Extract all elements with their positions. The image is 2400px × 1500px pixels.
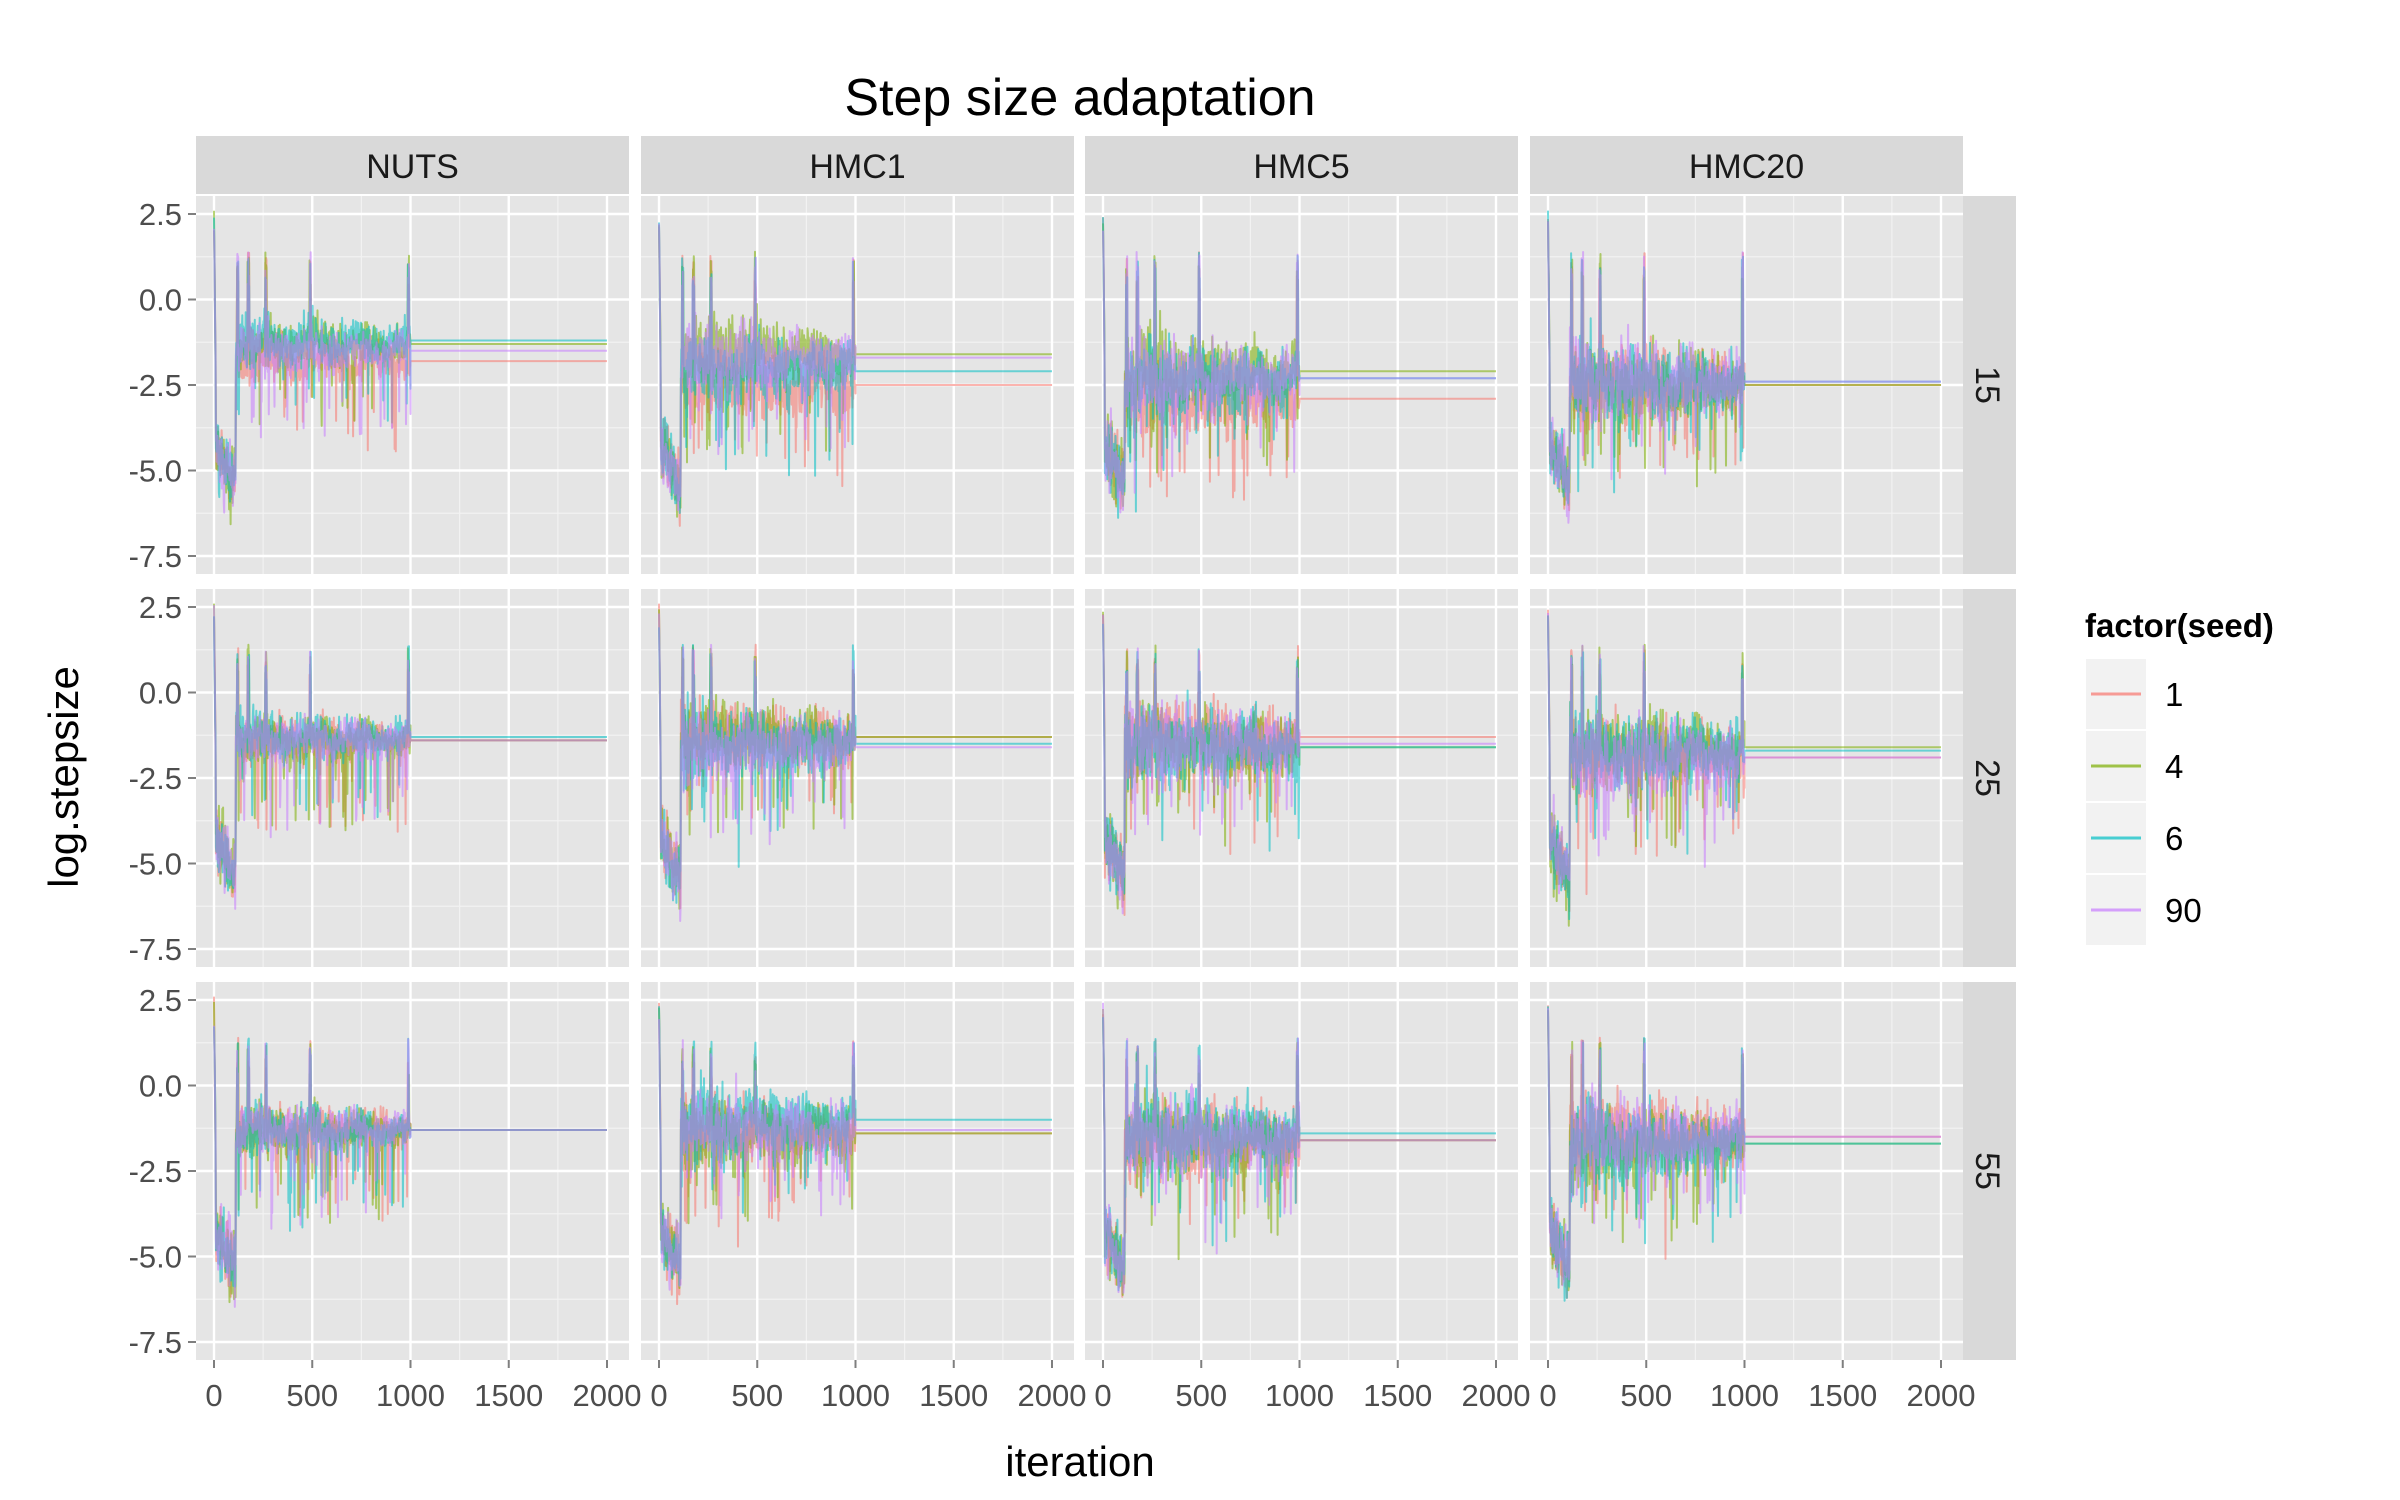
- strip-label-nuts: NUTS: [366, 148, 459, 186]
- panel-25-hmc1: [641, 589, 1074, 967]
- panel-55-hmc1: [641, 982, 1074, 1360]
- x-tick-label: 1000: [1265, 1378, 1334, 1413]
- legend-label-6: 6: [2165, 820, 2183, 857]
- y-tick-label: 0.0: [139, 1069, 182, 1104]
- panel-15-hmc5: [1085, 196, 1518, 574]
- panel-55-nuts: [196, 982, 629, 1360]
- x-tick-label: 500: [1175, 1378, 1227, 1413]
- series-line-seed-90: [1102, 614, 1496, 915]
- series-line-seed-6: [213, 616, 607, 892]
- y-tick-label: -7.5: [129, 539, 182, 574]
- x-tick-label: 1000: [821, 1378, 890, 1413]
- strip-row-label-55: 55: [1968, 1152, 2006, 1190]
- y-tick-label: -7.5: [129, 932, 182, 967]
- x-tick-label: 0: [650, 1378, 667, 1413]
- x-tick-label: 1500: [474, 1378, 543, 1413]
- series-line-seed-90: [658, 613, 1052, 922]
- x-tick-label: 500: [286, 1378, 338, 1413]
- strip-label-hmc1: HMC1: [809, 148, 905, 186]
- strip-label-hmc20: HMC20: [1689, 148, 1804, 186]
- series-line-seed-90: [213, 1025, 607, 1308]
- strip-hmc5: [1085, 136, 1518, 194]
- x-axis-title: iteration: [1005, 1438, 1154, 1485]
- y-axis-title: log.stepsize: [40, 666, 87, 888]
- panel-55-hmc20: [1530, 982, 1963, 1360]
- x-tick-label: 500: [731, 1378, 783, 1413]
- x-tick-label: 2000: [1018, 1378, 1087, 1413]
- x-tick-label: 2000: [573, 1378, 642, 1413]
- x-tick-label: 2000: [1462, 1378, 1531, 1413]
- strip-hmc20: [1530, 136, 1963, 194]
- x-tick-label: 1500: [919, 1378, 988, 1413]
- y-tick-label: -2.5: [129, 761, 182, 796]
- legend-label-1: 1: [2165, 676, 2183, 713]
- x-tick-label: 1500: [1808, 1378, 1877, 1413]
- y-tick-label: 2.5: [139, 197, 182, 232]
- series-line-seed-90: [1547, 221, 1941, 524]
- series-line-seed-90: [213, 605, 607, 910]
- strip-label-hmc5: HMC5: [1253, 148, 1349, 186]
- series-line-seed-90: [1547, 1008, 1941, 1287]
- legend-title: factor(seed): [2085, 607, 2274, 644]
- strip-hmc1: [641, 136, 1074, 194]
- facet-panels: NUTS HMC1 HMC5 HMC20 15 25 55: [196, 136, 2016, 1360]
- series-line-seed-90: [1102, 230, 1496, 514]
- y-tick-label: -5.0: [129, 454, 182, 489]
- panel-25-hmc20: [1530, 589, 1963, 967]
- y-tick-label: 0.0: [139, 676, 182, 711]
- panel-25-hmc5: [1085, 589, 1518, 967]
- strip-row-label-25: 25: [1968, 759, 2006, 797]
- strip-row-15: [1960, 196, 2016, 574]
- y-tick-label: -7.5: [129, 1325, 182, 1360]
- x-tick-label: 0: [1094, 1378, 1111, 1413]
- y-tick-label: -2.5: [129, 368, 182, 403]
- series-line-seed-90: [658, 223, 1052, 512]
- panel-15-hmc1: [641, 196, 1074, 574]
- panel-15-nuts: [196, 196, 629, 574]
- x-tick-label: 2000: [1907, 1378, 1976, 1413]
- legend-label-90: 90: [2165, 892, 2202, 929]
- x-tick-label: 1000: [376, 1378, 445, 1413]
- y-tick-label: 0.0: [139, 283, 182, 318]
- x-tick-label: 0: [205, 1378, 222, 1413]
- strip-row-55: [1960, 982, 2016, 1360]
- y-tick-label: -5.0: [129, 1240, 182, 1275]
- panel-15-hmc20: [1530, 196, 1963, 574]
- y-tick-label: -2.5: [129, 1154, 182, 1189]
- strip-row-label-15: 15: [1968, 366, 2006, 404]
- x-tick-label: 0: [1539, 1378, 1556, 1413]
- y-tick-label: 2.5: [139, 983, 182, 1018]
- x-tick-label: 1000: [1710, 1378, 1779, 1413]
- chart-title: Step size adaptation: [844, 69, 1315, 127]
- panel-55-hmc5: [1085, 982, 1518, 1360]
- series-line-seed-90: [1547, 612, 1941, 895]
- y-tick-label: 2.5: [139, 590, 182, 625]
- x-tick-label: 500: [1620, 1378, 1672, 1413]
- legend: factor(seed) 1 4 6 90: [2084, 607, 2274, 947]
- series-line-seed-90: [658, 1019, 1052, 1291]
- panel-25-nuts: [196, 589, 629, 967]
- series-line-seed-90: [1102, 1002, 1496, 1294]
- series-line-seed-90: [213, 228, 607, 514]
- strip-nuts: [196, 136, 629, 194]
- y-tick-label: -5.0: [129, 847, 182, 882]
- legend-label-4: 4: [2165, 748, 2183, 785]
- x-tick-label: 1500: [1363, 1378, 1432, 1413]
- strip-row-25: [1960, 589, 2016, 967]
